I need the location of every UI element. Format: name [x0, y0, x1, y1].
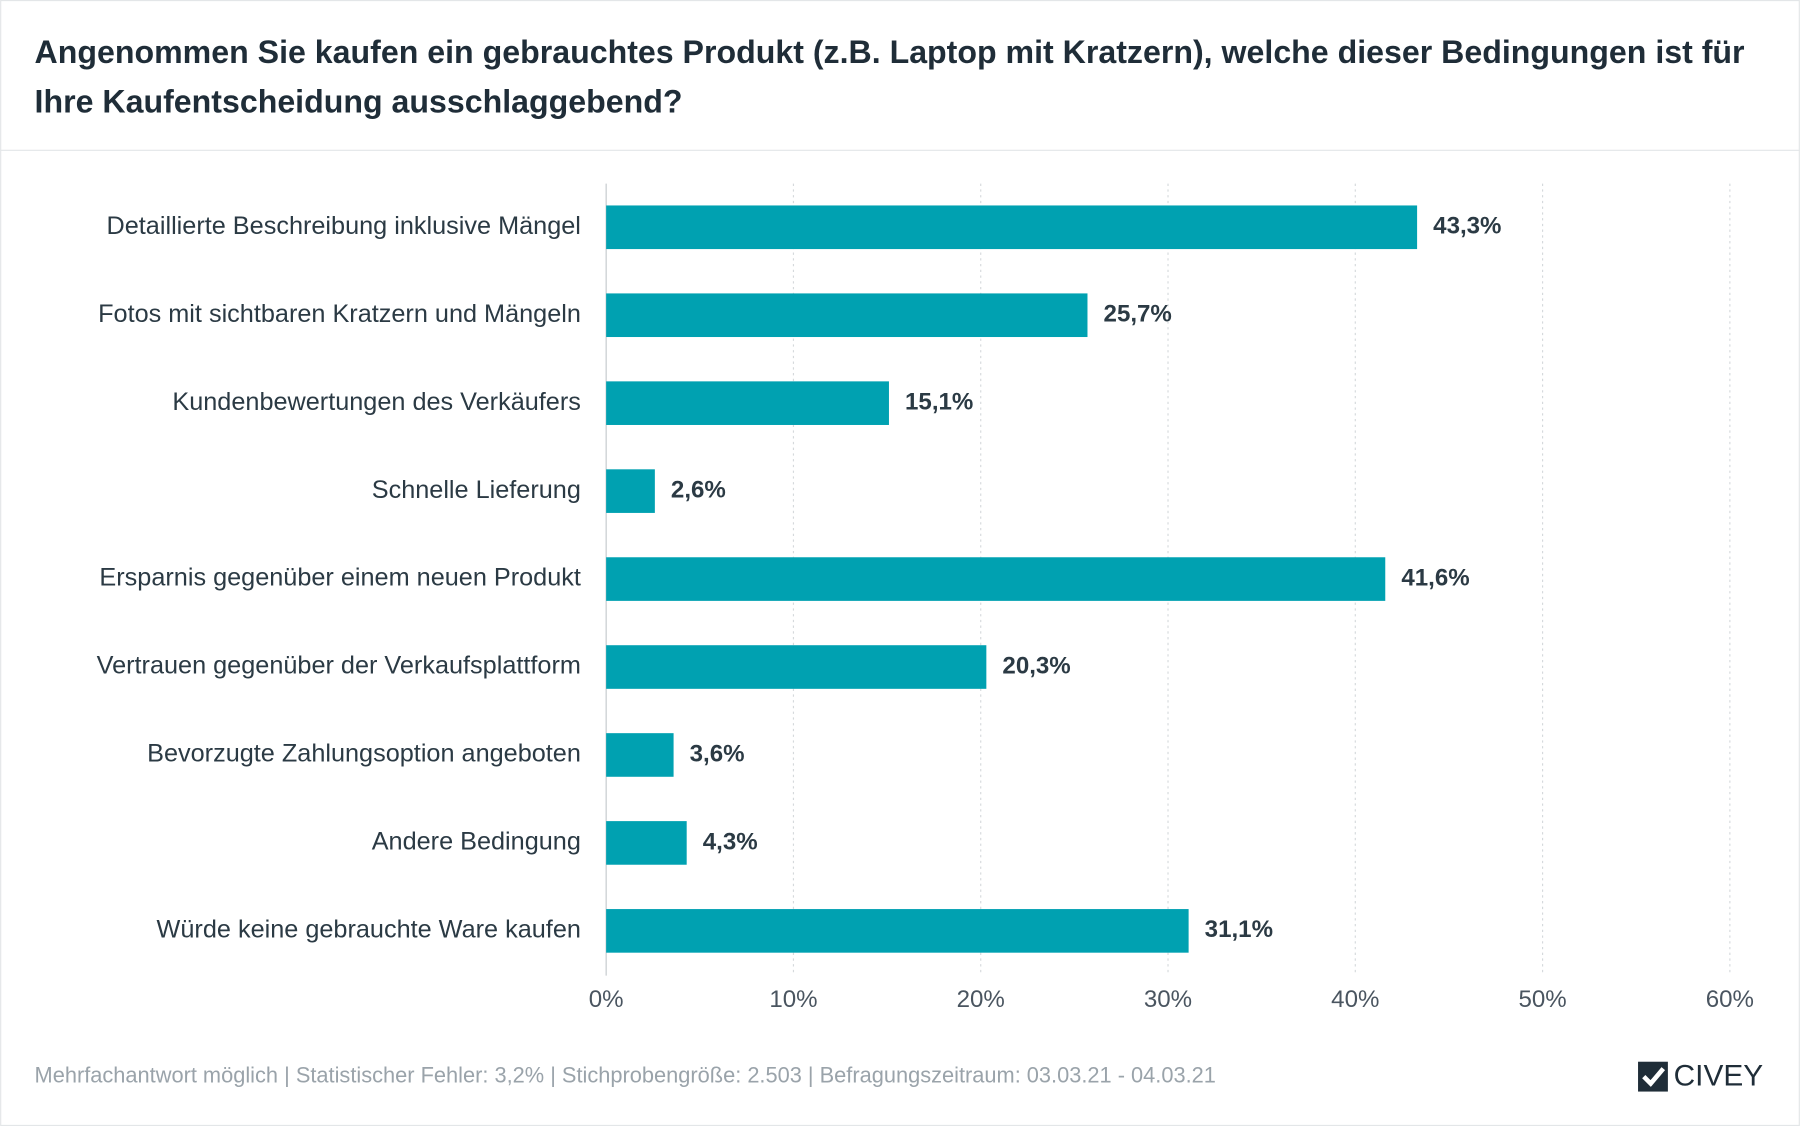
brand-logo: CIVEY	[1638, 1060, 1763, 1093]
data-label: 2,6%	[671, 476, 726, 503]
y-tick-label: Bevorzugte Zahlungsoption angeboten	[147, 740, 581, 768]
bar	[606, 293, 1088, 338]
y-tick-label: Detaillierte Beschreibung inklusive Mäng…	[107, 212, 581, 240]
data-label: 4,3%	[703, 828, 758, 855]
footnote: Mehrfachantwort möglich | Statistischer …	[35, 1062, 1216, 1087]
brand: CIVEY	[1674, 1060, 1764, 1093]
y-tick-label: Ersparnis gegenüber einem neuen Produkt	[99, 564, 580, 592]
bar	[606, 733, 674, 777]
data-label: 20,3%	[1002, 652, 1070, 679]
y-tick-label: Andere Bedingung	[372, 828, 581, 856]
x-tick-label: 20%	[957, 986, 1005, 1013]
x-tick-label: 30%	[1144, 986, 1192, 1013]
y-tick-label: Würde keine gebrauchte Ware kaufen	[157, 916, 581, 944]
y-tick-label: Fotos mit sichtbaren Kratzern und Mängel…	[98, 300, 581, 328]
bar	[606, 381, 889, 425]
bar	[606, 909, 1189, 953]
x-tick-label: 60%	[1706, 986, 1754, 1013]
y-tick-label: Schnelle Lieferung	[372, 476, 581, 504]
bar	[606, 821, 687, 865]
data-label: 41,6%	[1401, 564, 1469, 591]
data-label: 3,6%	[690, 740, 745, 767]
data-label: 31,1%	[1205, 916, 1273, 943]
logo-check	[1642, 1067, 1666, 1087]
bar	[606, 645, 987, 689]
bar	[606, 469, 655, 513]
bar	[606, 205, 1418, 250]
x-tick-label: 10%	[769, 986, 817, 1013]
chart-title: Angenommen Sie kaufen ein gebrauchtes Pr…	[35, 34, 1746, 119]
bar	[606, 557, 1386, 601]
x-tick-label: 40%	[1331, 986, 1379, 1013]
logo-icon	[1638, 1061, 1668, 1092]
y-tick-label: Kundenbewertungen des Verkäufers	[172, 388, 581, 416]
data-label: 15,1%	[905, 389, 973, 416]
x-tick-label: 0%	[589, 986, 624, 1013]
data-label: 25,7%	[1104, 301, 1172, 328]
x-tick-label: 50%	[1518, 986, 1566, 1013]
y-tick-label: Vertrauen gegenüber der Verkaufsplattfor…	[97, 652, 581, 680]
data-label: 43,3%	[1433, 213, 1501, 240]
